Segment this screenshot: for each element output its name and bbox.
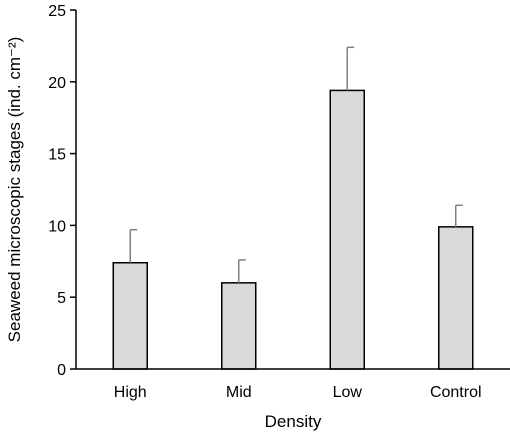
error-bar-low [346,46,355,91]
error-bar-control [455,204,463,227]
error-bar-high [129,228,138,263]
y-axis-title: Seaweed microscopic stages (ind. cm⁻²) [5,37,24,343]
bar-low [329,89,365,370]
x-tick-label-high: High [114,384,147,401]
y-tick-label: 15 [48,147,66,164]
x-tick-label-low: Low [333,384,363,401]
x-tick-label-mid: Mid [226,384,252,401]
bar-mid [221,282,257,370]
y-tick-label: 0 [57,362,66,379]
x-tick-label-control: Control [430,384,482,401]
y-tick-label: 25 [48,3,66,20]
y-tick-label: 10 [48,218,66,235]
y-axis-ticks: 0 5 10 15 20 25 [48,3,76,379]
bars [112,89,474,370]
y-tick-label: 20 [48,75,66,92]
bar-high [112,261,148,370]
x-axis-title: Density [265,412,322,431]
y-tick-label: 5 [57,290,66,307]
bar-control [438,226,474,370]
error-bar-mid [238,259,246,283]
x-axis-tick-labels: High Mid Low Control [114,384,482,401]
error-bars [129,46,463,283]
